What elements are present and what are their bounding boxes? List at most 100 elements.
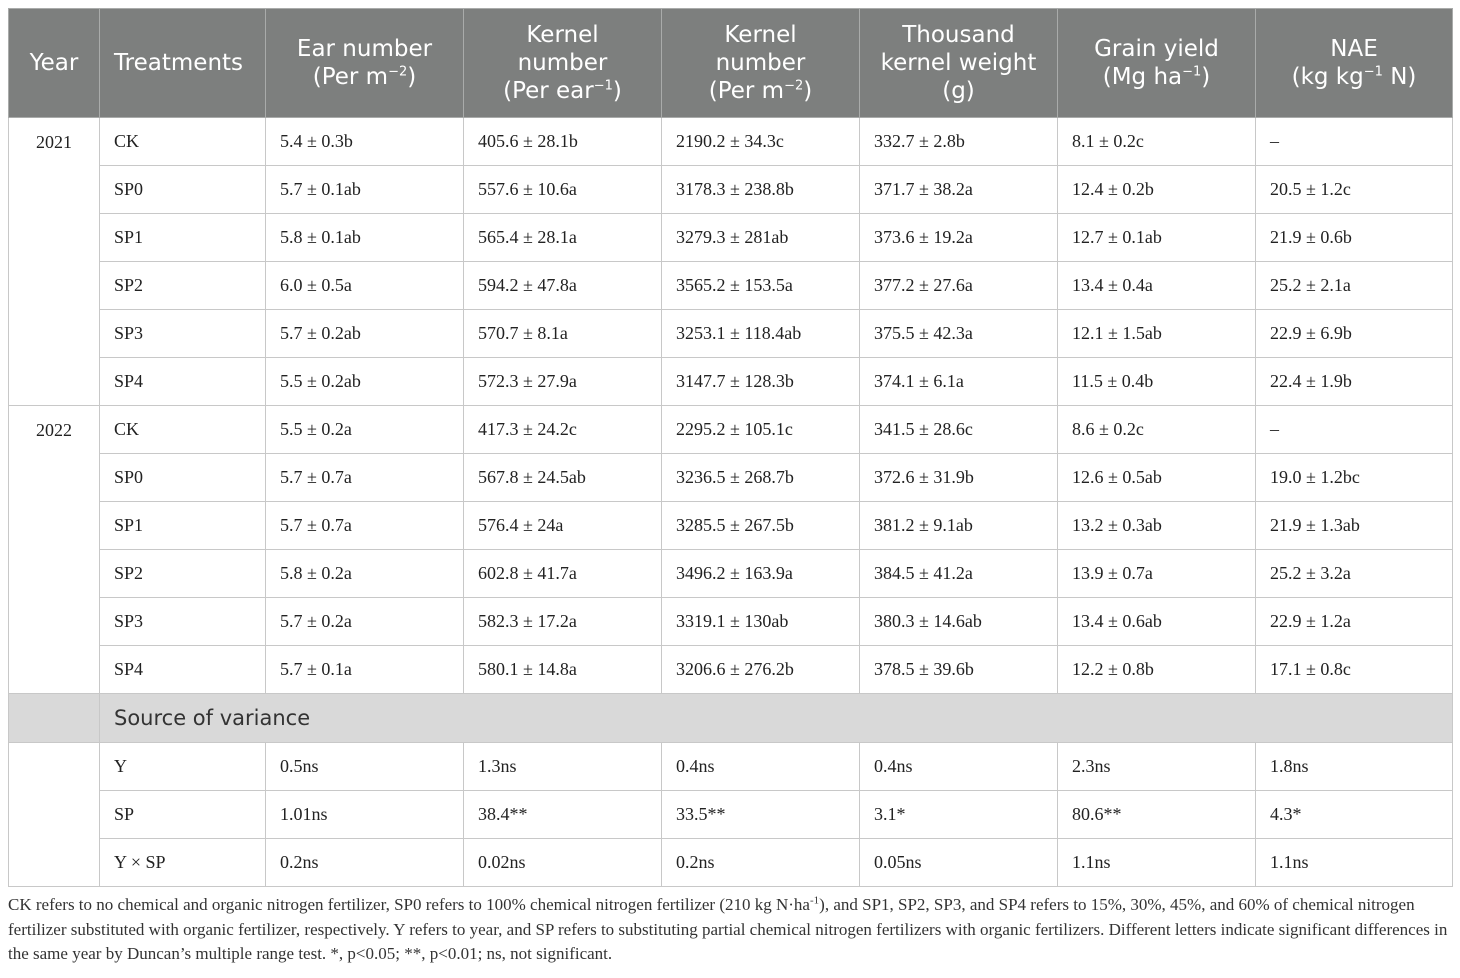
cell-grain-yield: 12.6 ± 0.5ab [1057,453,1256,502]
table-row: SP0 5.7 ± 0.7a 567.8 ± 24.5ab 3236.5 ± 268.… [9,453,1453,502]
header-kernel-ear-unit-post: ) [612,78,622,104]
header-tkw-line3: (g) [942,78,975,104]
cell-grain-yield: 1.1ns [1057,838,1256,887]
cell-treatment: SP1 [99,501,266,550]
cell-variance-source: Y [99,742,266,791]
cell-nae: 19.0 ± 1.2bc [1255,453,1453,502]
cell-nae: 21.9 ± 0.6b [1255,213,1453,262]
variance-row: Y 0.5ns 1.3ns 0.4ns 0.4ns 2.3ns 1.8ns [8,742,1453,887]
header-kernel-per-m2: Kernel number (Per m−2) [661,8,860,118]
table-body: 2021 CK 5.4 ± 0.3b 405.6 ± 28.1b 2190.2 ± 34… [8,117,1453,887]
cell-nae: 22.4 ± 1.9b [1255,357,1453,406]
table-row: SP1 5.7 ± 0.7a 576.4 ± 24a 3285.5 ± 267.5b 3… [9,501,1453,550]
cell-ear-number: 6.0 ± 0.5a [265,261,464,310]
table-row: SP2 5.8 ± 0.2a 602.8 ± 41.7a 3496.2 ± 163.9… [9,549,1453,598]
footnote-part2: ), and SP1, SP2, SP3, and SP4 refers to … [8,895,1448,963]
cell-grain-yield: 8.6 ± 0.2c [1057,405,1256,454]
results-table: Year Treatments Ear number (Per m−2) Ker… [8,8,1453,887]
cell-grain-yield: 13.4 ± 0.4a [1057,261,1256,310]
cell-grain-yield: 12.2 ± 0.8b [1057,645,1256,694]
table-row: 2022 CK 5.5 ± 0.2a 417.3 ± 24.2c 2295.2 ± 10… [8,405,1453,694]
cell-nae: 25.2 ± 3.2a [1255,549,1453,598]
header-kernel-ear-line2: number [517,50,608,76]
cell-ear-number: 1.01ns [265,790,464,839]
header-ear-number: Ear number (Per m−2) [265,8,464,118]
table-row: SP1 5.8 ± 0.1ab 565.4 ± 28.1a 3279.3 ± 281a… [9,213,1453,262]
cell-kernel-per-m2: 3253.1 ± 118.4ab [661,309,860,358]
cell-grain-yield: 12.1 ± 1.5ab [1057,309,1256,358]
cell-thousand-kernel-weight: 378.5 ± 39.6b [859,645,1058,694]
cell-kernel-per-m2: 2190.2 ± 34.3c [661,117,860,166]
header-nae: NAE (kg kg−1 N) [1255,8,1453,118]
cell-ear-number: 5.8 ± 0.1ab [265,213,464,262]
cell-thousand-kernel-weight: 371.7 ± 38.2a [859,165,1058,214]
cell-treatment: SP0 [99,453,266,502]
cell-kernel-per-ear: 570.7 ± 8.1a [463,309,662,358]
cell-kernel-per-ear: 405.6 ± 28.1b [463,117,662,166]
cell-ear-number: 5.7 ± 0.1ab [265,165,464,214]
cell-ear-number: 5.4 ± 0.3b [265,117,464,166]
cell-treatment: CK [99,405,266,454]
cell-variance-source: SP [99,790,266,839]
footnote-part1: CK refers to no chemical and organic nit… [8,895,810,914]
cell-treatment: CK [99,117,266,166]
cell-thousand-kernel-weight: 380.3 ± 14.6ab [859,597,1058,646]
header-gy-unit-pre: (Mg ha [1102,64,1183,90]
cell-treatment: SP3 [99,597,266,646]
header-kernel-ear-unit-sup: −1 [593,78,613,94]
header-grain-yield: Grain yield (Mg ha−1) [1057,8,1256,118]
cell-ear-number: 5.8 ± 0.2a [265,549,464,598]
cell-nae: 1.8ns [1255,742,1453,791]
header-ear-unit-pre: (Per m [312,64,389,90]
cell-nae: – [1255,117,1453,166]
cell-kernel-per-m2: 3206.6 ± 276.2b [661,645,860,694]
header-year: Year [8,8,100,118]
cell-nae: 22.9 ± 6.9b [1255,309,1453,358]
header-treatments: Treatments [99,8,266,118]
cell-kernel-per-ear: 567.8 ± 24.5ab [463,453,662,502]
header-kernel-ear-unit-pre: (Per ear [503,78,594,104]
cell-grain-yield: 8.1 ± 0.2c [1057,117,1256,166]
cell-treatment: SP2 [99,261,266,310]
cell-thousand-kernel-weight: 3.1* [859,790,1058,839]
cell-treatment: SP0 [99,165,266,214]
cell-kernel-per-ear: 417.3 ± 24.2c [463,405,662,454]
cell-nae: 20.5 ± 1.2c [1255,165,1453,214]
cell-kernel-per-m2: 33.5** [661,790,860,839]
cell-grain-yield: 12.7 ± 0.1ab [1057,213,1256,262]
table-row: 2021 CK 5.4 ± 0.3b 405.6 ± 28.1b 2190.2 ± 34… [8,117,1453,406]
cell-nae: 1.1ns [1255,838,1453,887]
cell-thousand-kernel-weight: 374.1 ± 6.1a [859,357,1058,406]
header-row: Year Treatments Ear number (Per m−2) Ker… [8,8,1453,118]
variance-row: Y × SP 0.2ns 0.02ns 0.2ns 0.05ns 1.1ns 1.1ns [9,838,1453,887]
cell-ear-number: 5.7 ± 0.1a [265,645,464,694]
cell-thousand-kernel-weight: 384.5 ± 41.2a [859,549,1058,598]
cell-thousand-kernel-weight: 0.05ns [859,838,1058,887]
header-nae-unit-post: N) [1382,64,1417,90]
header-kernel-per-ear: Kernel number (Per ear−1) [463,8,662,118]
cell-nae: 21.9 ± 1.3ab [1255,501,1453,550]
header-ear-unit-sup: −2 [388,64,408,80]
table-container: Year Treatments Ear number (Per m−2) Ker… [8,8,1453,967]
table-row: SP0 5.7 ± 0.1ab 557.6 ± 10.6a 3178.3 ± 238.… [9,165,1453,214]
header-tkw-line1: Thousand [902,22,1015,48]
cell-thousand-kernel-weight: 372.6 ± 31.9b [859,453,1058,502]
cell-year: 2021 [8,117,100,406]
header-gy-unit-sup: −1 [1182,64,1202,80]
table-header: Year Treatments Ear number (Per m−2) Ker… [8,8,1453,118]
table-row: SP4 5.5 ± 0.2ab 572.3 ± 27.9a 3147.7 ± 128.… [9,357,1453,406]
cell-variance-source: Y × SP [99,838,266,887]
cell-kernel-per-m2: 3178.3 ± 238.8b [661,165,860,214]
cell-nae: 22.9 ± 1.2a [1255,597,1453,646]
cell-kernel-per-ear: 576.4 ± 24a [463,501,662,550]
cell-thousand-kernel-weight: 0.4ns [859,742,1058,791]
header-kernel-m2-unit-pre: (Per m [708,78,785,104]
cell-kernel-per-ear: 38.4** [463,790,662,839]
source-of-variance-row: Source of variance [8,693,1453,743]
cell-grain-yield: 80.6** [1057,790,1256,839]
cell-kernel-per-ear: 572.3 ± 27.9a [463,357,662,406]
header-nae-unit-pre: (kg kg [1291,64,1364,90]
table-row: SP3 5.7 ± 0.2ab 570.7 ± 8.1a 3253.1 ± 118.4… [9,309,1453,358]
source-of-variance-label: Source of variance [99,693,1453,743]
cell-treatment: SP2 [99,549,266,598]
